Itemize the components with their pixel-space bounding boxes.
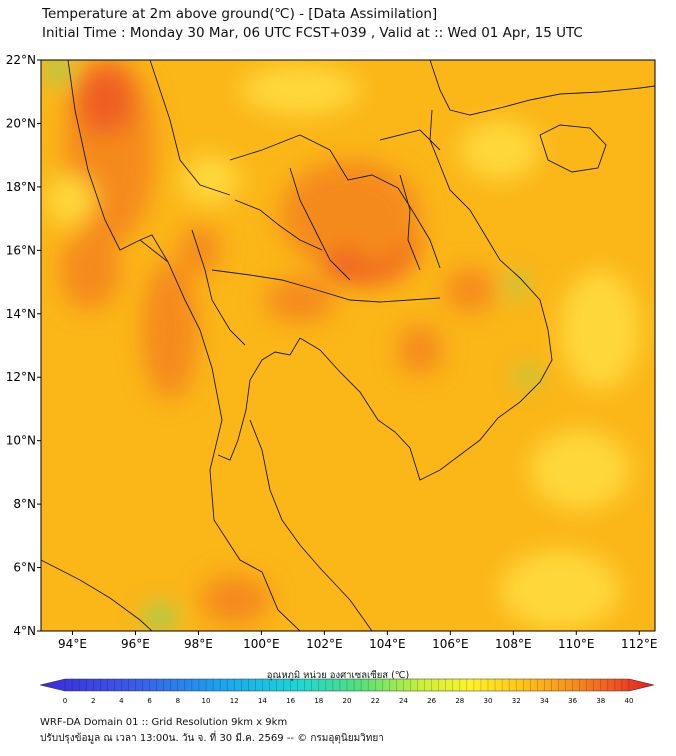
colorbar-tick-label: 12 bbox=[230, 697, 239, 705]
lat-tick-label: 18°N bbox=[6, 180, 36, 194]
lat-tick-label: 6°N bbox=[13, 561, 36, 575]
map-subtitle: Initial Time : Monday 30 Mar, 06 UTC FCS… bbox=[42, 25, 583, 41]
colorbar-bar bbox=[39, 678, 655, 692]
colorbar-tick-label: 28 bbox=[455, 697, 464, 705]
colorbar-label: อุณหภูมิ หน่วย องศาเซลเซียส (℃) bbox=[266, 670, 410, 681]
lon-tick-label: 106°E bbox=[432, 637, 469, 651]
colorbar-tick-label: 10 bbox=[202, 697, 211, 705]
temperature-field bbox=[41, 60, 655, 631]
colorbar-tick-label: 26 bbox=[427, 697, 436, 705]
colorbar-tick-label: 36 bbox=[568, 697, 577, 705]
lat-tick-label: 20°N bbox=[6, 116, 36, 130]
lat-tick-label: 14°N bbox=[6, 307, 36, 321]
colorbar-tick-label: 4 bbox=[119, 697, 124, 705]
colorbar-tick-label: 6 bbox=[147, 697, 152, 705]
country-borders bbox=[41, 60, 655, 631]
lon-tick-label: 98°E bbox=[184, 637, 213, 651]
colorbar-tick-label: 20 bbox=[343, 697, 352, 705]
lat-tick-label: 12°N bbox=[6, 370, 36, 384]
colorbar-tick-label: 8 bbox=[176, 697, 180, 705]
lat-tick-label: 8°N bbox=[13, 497, 36, 511]
lat-tick-label: 22°N bbox=[6, 53, 36, 67]
lon-tick-label: 112°E bbox=[621, 637, 658, 651]
colorbar-tick-label: 24 bbox=[399, 697, 408, 705]
lat-tick-label: 4°N bbox=[13, 624, 36, 638]
colorbar-tick-label: 22 bbox=[371, 697, 380, 705]
colorbar-tick-label: 14 bbox=[258, 697, 267, 705]
latitude-axis: 22°N 20°N 18°N 16°N 14°N 12°N 10°N 8°N 6°N 4°N bbox=[6, 53, 41, 638]
footer-line-1: WRF-DA Domain 01 :: Grid Resolution 9km … bbox=[40, 717, 288, 728]
colorbar: 0 2 4 6 8 10 12 14 16 18 20 22 24 26 28 30 32 34 36 38 40 bbox=[39, 678, 655, 705]
colorbar-tick-label: 30 bbox=[484, 697, 493, 705]
map-title: Temperature at 2m above ground(℃) - [Dat… bbox=[42, 6, 438, 22]
map-frame bbox=[40, 59, 656, 632]
lon-tick-label: 102°E bbox=[306, 637, 343, 651]
colorbar-tick-label: 40 bbox=[625, 697, 634, 705]
colorbar-tick-label: 0 bbox=[63, 697, 67, 705]
lon-tick-label: 104°E bbox=[369, 637, 406, 651]
colorbar-tick-label: 34 bbox=[540, 697, 549, 705]
lon-tick-label: 108°E bbox=[495, 637, 532, 651]
lon-tick-label: 94°E bbox=[58, 637, 87, 651]
lon-tick-label: 96°E bbox=[121, 637, 150, 651]
colorbar-tick-label: 2 bbox=[91, 697, 95, 705]
lat-tick-label: 16°N bbox=[6, 243, 36, 257]
colorbar-tick-label: 18 bbox=[314, 697, 323, 705]
lat-tick-label: 10°N bbox=[6, 434, 36, 448]
lon-tick-label: 100°E bbox=[243, 637, 280, 651]
colorbar-tick-label: 38 bbox=[596, 697, 605, 705]
longitude-axis: 94°E 96°E 98°E 100°E 102°E 104°E 106°E 108°E 110… bbox=[58, 631, 658, 651]
lon-tick-label: 110°E bbox=[558, 637, 595, 651]
colorbar-tick-label: 32 bbox=[512, 697, 521, 705]
footer-line-2: ปรับปรุงข้อมูล ณ เวลา 13:00น. วัน จ. ที่… bbox=[40, 733, 384, 744]
colorbar-tick-label: 16 bbox=[286, 697, 295, 705]
